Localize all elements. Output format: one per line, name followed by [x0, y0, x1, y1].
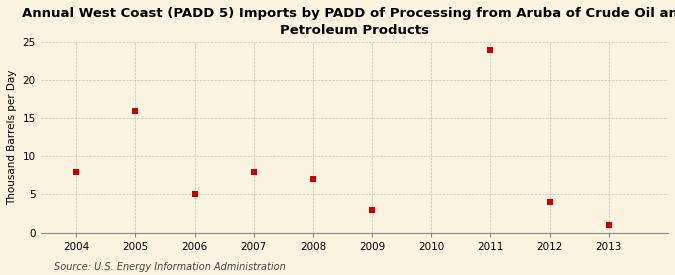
Y-axis label: Thousand Barrels per Day: Thousand Barrels per Day: [7, 70, 17, 205]
Text: Source: U.S. Energy Information Administration: Source: U.S. Energy Information Administ…: [54, 262, 286, 272]
Point: [308, 177, 319, 182]
Point: [603, 223, 614, 227]
Point: [130, 109, 140, 113]
Point: [71, 169, 82, 174]
Point: [248, 169, 259, 174]
Point: [544, 200, 555, 204]
Point: [485, 48, 496, 52]
Point: [189, 192, 200, 197]
Point: [367, 208, 377, 212]
Title: Annual West Coast (PADD 5) Imports by PADD of Processing from Aruba of Crude Oil: Annual West Coast (PADD 5) Imports by PA…: [22, 7, 675, 37]
